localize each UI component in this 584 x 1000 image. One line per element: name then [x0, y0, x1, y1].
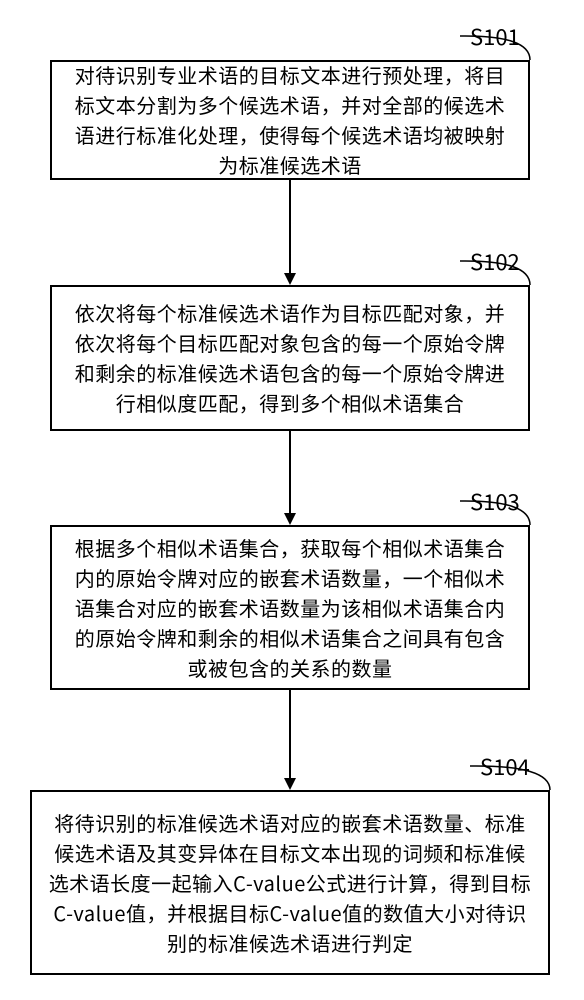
step-label-s104: S104 [480, 750, 530, 782]
step-label-s101: S101 [470, 20, 520, 52]
flow-node-s104: 将待识别的标准候选术语对应的嵌套术语数量、标准候选术语及其变异体在目标文本出现的… [30, 790, 550, 975]
step-label-s103: S103 [470, 485, 520, 517]
flowchart-canvas: 对待识别专业术语的目标文本进行预处理，将目标文本分割为多个候选术语，并对全部的候… [0, 0, 584, 1000]
flow-node-s103: 根据多个相似术语集合，获取每个相似术语集合内的原始令牌对应的嵌套术语数量，一个相… [50, 525, 530, 690]
flow-node-s103-text: 根据多个相似术语集合，获取每个相似术语集合内的原始令牌对应的嵌套术语数量，一个相… [66, 533, 514, 683]
flow-node-s101: 对待识别专业术语的目标文本进行预处理，将目标文本分割为多个候选术语，并对全部的候… [50, 60, 530, 180]
step-label-s102: S102 [470, 245, 520, 277]
flow-node-s102-text: 依次将每个标准候选术语作为目标匹配对象，并依次将每个目标匹配对象包含的每一个原始… [66, 298, 514, 418]
flow-node-s102: 依次将每个标准候选术语作为目标匹配对象，并依次将每个目标匹配对象包含的每一个原始… [50, 285, 530, 431]
flow-node-s101-text: 对待识别专业术语的目标文本进行预处理，将目标文本分割为多个候选术语，并对全部的候… [66, 60, 514, 180]
flow-node-s104-text: 将待识别的标准候选术语对应的嵌套术语数量、标准候选术语及其变异体在目标文本出现的… [46, 808, 534, 958]
